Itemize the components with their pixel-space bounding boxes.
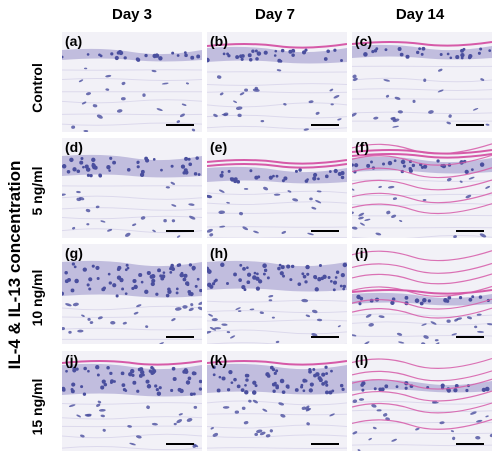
row-label-control: Control <box>29 63 45 113</box>
scale-bar <box>456 230 484 232</box>
panel-label: (l) <box>355 352 369 368</box>
column-header-day-3: Day 3 <box>111 6 153 23</box>
histology-panel-f: (f) <box>352 138 492 238</box>
panel-label: (c) <box>355 33 373 49</box>
scale-bar <box>166 124 194 126</box>
scale-bar <box>311 124 339 126</box>
panel-label: (j) <box>65 352 79 368</box>
histology-panel-a: (a) <box>62 32 202 132</box>
panel-label: (e) <box>210 139 228 155</box>
histology-panel-c: (c) <box>352 32 492 132</box>
panel-label: (g) <box>65 245 83 261</box>
row-label-10ng: 10 ng/ml <box>29 269 45 327</box>
panel-label: (f) <box>355 139 369 155</box>
histology-panel-d: (d) <box>62 138 202 238</box>
scale-bar <box>311 230 339 232</box>
scale-bar <box>311 336 339 338</box>
histology-panel-e: (e) <box>207 138 347 238</box>
row-label-15ng: 15 ng/ml <box>29 378 45 436</box>
histology-panel-i: (i) <box>352 244 492 344</box>
histology-panel-k: (k) <box>207 351 347 451</box>
panel-label: (h) <box>210 245 228 261</box>
panel-label: (b) <box>210 33 228 49</box>
scale-bar <box>166 443 194 445</box>
panel-label: (a) <box>65 33 83 49</box>
histology-panel-l: (l) <box>352 351 492 451</box>
scale-bar <box>166 336 194 338</box>
histology-panel-h: (h) <box>207 244 347 344</box>
panel-label: (i) <box>355 245 369 261</box>
column-header-day-14: Day 14 <box>395 6 445 23</box>
column-header-day-7: Day 7 <box>254 6 296 23</box>
row-label-5ng: 5 ng/ml <box>29 166 45 216</box>
panel-label: (d) <box>65 139 83 155</box>
scale-bar <box>456 124 484 126</box>
histology-panel-g: (g) <box>62 244 202 344</box>
histology-panel-b: (b) <box>207 32 347 132</box>
scale-bar <box>456 336 484 338</box>
scale-bar <box>166 230 194 232</box>
panel-label: (k) <box>210 352 228 368</box>
concentration-axis-label: IL-4 & IL-13 concentration <box>5 160 24 370</box>
histology-panel-j: (j) <box>62 351 202 451</box>
scale-bar <box>456 443 484 445</box>
scale-bar <box>311 443 339 445</box>
